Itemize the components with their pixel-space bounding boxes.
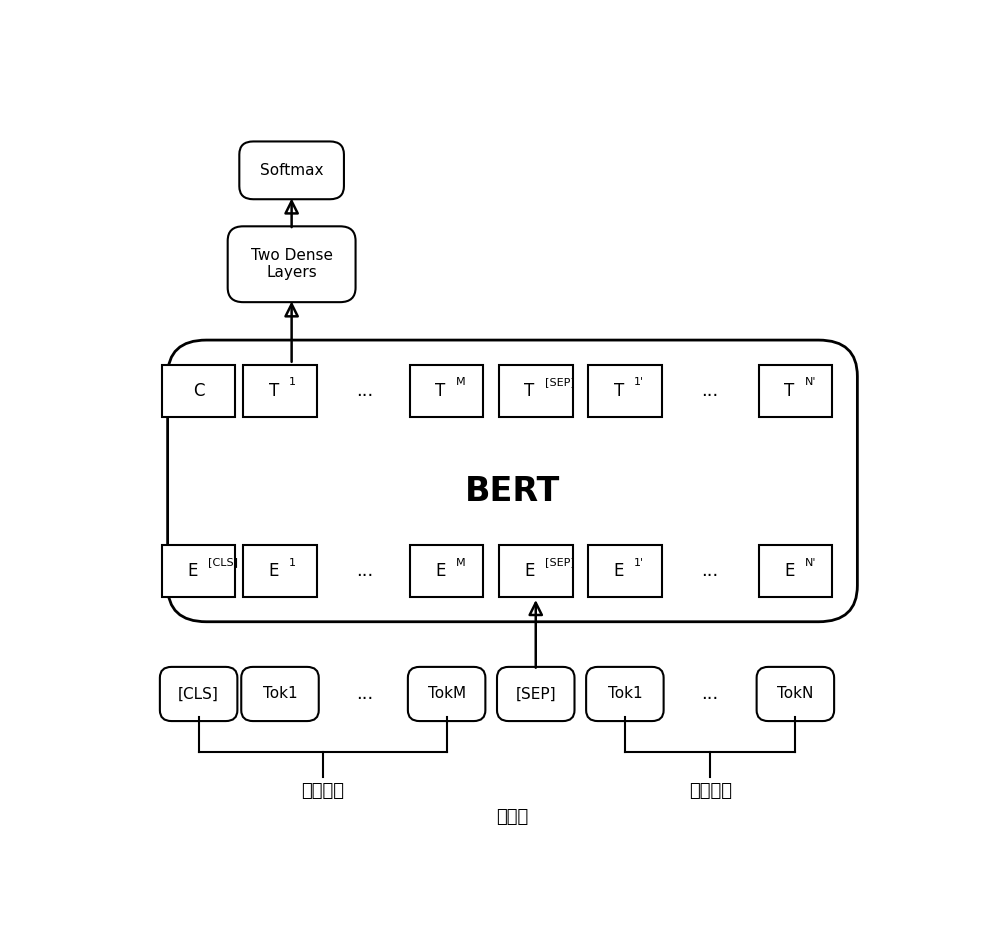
Bar (499, 545, 573, 598)
Bar (759, 365, 832, 416)
FancyBboxPatch shape (757, 667, 834, 721)
Text: 问答对: 问答对 (496, 808, 529, 825)
Text: 1': 1' (634, 557, 644, 567)
Text: [CLS]: [CLS] (208, 557, 238, 567)
FancyBboxPatch shape (241, 667, 319, 721)
Text: T: T (524, 382, 535, 400)
Text: Two Dense
Layers: Two Dense Layers (251, 248, 333, 280)
Text: ...: ... (357, 685, 374, 703)
Bar (243, 365, 317, 416)
FancyBboxPatch shape (228, 226, 356, 302)
Bar (499, 365, 573, 416)
Text: ...: ... (702, 562, 719, 581)
Text: T: T (784, 382, 794, 400)
Bar (759, 545, 832, 598)
Bar (588, 365, 662, 416)
Text: TokN: TokN (777, 687, 814, 702)
Text: [SEP]: [SEP] (515, 687, 556, 702)
Text: 1: 1 (289, 557, 296, 567)
Text: Tok1: Tok1 (608, 687, 642, 702)
Bar (588, 545, 662, 598)
Text: M: M (456, 377, 466, 387)
Text: Softmax: Softmax (260, 163, 323, 178)
FancyBboxPatch shape (586, 667, 664, 721)
Text: Tok1: Tok1 (263, 687, 297, 702)
Text: 1: 1 (289, 377, 296, 387)
Text: 微博文本: 微博文本 (301, 782, 344, 800)
Bar (162, 365, 235, 416)
Bar (243, 545, 317, 598)
Text: [SEP]: [SEP] (545, 557, 575, 567)
Text: [CLS]: [CLS] (178, 687, 219, 702)
Text: E: E (524, 562, 535, 581)
Bar (162, 545, 235, 598)
Text: ...: ... (357, 562, 374, 581)
FancyBboxPatch shape (239, 142, 344, 199)
Text: E: E (784, 562, 794, 581)
Bar (410, 365, 483, 416)
Text: 1': 1' (634, 377, 644, 387)
Text: E: E (269, 562, 279, 581)
Text: TokM: TokM (428, 687, 466, 702)
Text: ...: ... (702, 382, 719, 400)
Text: C: C (193, 382, 204, 400)
FancyBboxPatch shape (497, 667, 574, 721)
Text: BERT: BERT (465, 476, 560, 508)
Text: T: T (269, 382, 279, 400)
Text: N': N' (805, 377, 816, 387)
Text: 类别描述: 类别描述 (689, 782, 732, 800)
Text: ...: ... (357, 382, 374, 400)
Text: N': N' (805, 557, 816, 567)
Text: [SEP]: [SEP] (545, 377, 575, 387)
FancyBboxPatch shape (168, 340, 857, 622)
Text: T: T (614, 382, 624, 400)
Text: M: M (456, 557, 466, 567)
Text: E: E (187, 562, 198, 581)
Text: E: E (613, 562, 624, 581)
FancyBboxPatch shape (408, 667, 485, 721)
Text: T: T (435, 382, 446, 400)
Text: ...: ... (702, 685, 719, 703)
Bar (410, 545, 483, 598)
FancyBboxPatch shape (160, 667, 237, 721)
Text: E: E (435, 562, 446, 581)
